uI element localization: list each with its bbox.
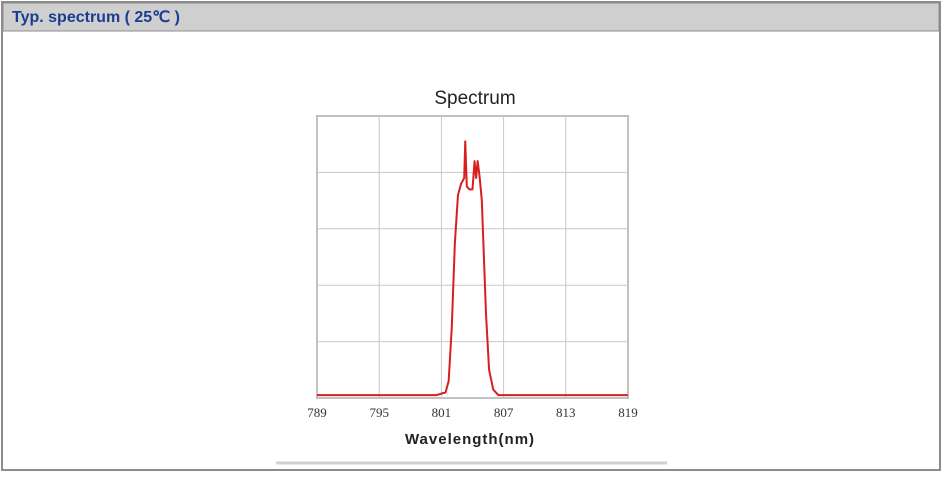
spectrum-line [317, 140, 628, 397]
plot: 789 795 801 807 813 819 [307, 115, 638, 420]
x-tick-label: 807 [494, 405, 514, 420]
x-tick-label: 795 [369, 405, 389, 420]
plot-area [316, 115, 629, 399]
x-tick-label: 801 [432, 405, 452, 420]
x-tick-label: 819 [618, 405, 638, 420]
x-tick-label: 789 [307, 405, 327, 420]
x-tick-label: 813 [556, 405, 576, 420]
x-axis-title: Wavelength(nm) [405, 431, 535, 448]
chart-title: Spectrum [434, 88, 515, 109]
header-bar [2, 2, 940, 32]
header-title: Typ. spectrum ( 25℃ ) [12, 9, 180, 26]
